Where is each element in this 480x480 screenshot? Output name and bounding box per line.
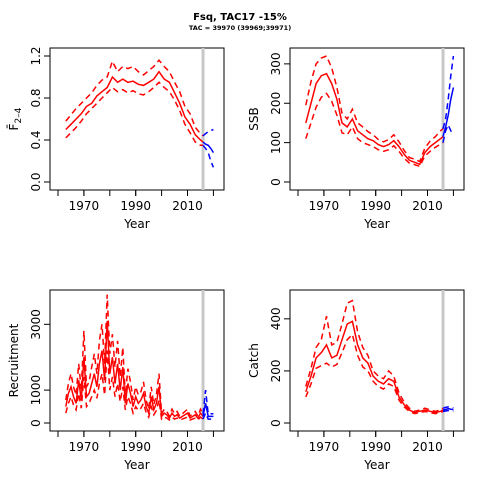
fbar-y-tick-label: 0.0 <box>29 172 43 191</box>
catch-x-tick-label: 1970 <box>309 440 340 454</box>
fbar-x-axis-label: Year <box>123 217 149 231</box>
recruitment-y-tick-label: 1000 <box>29 375 43 406</box>
catch-y-axis-label: Catch <box>247 343 261 378</box>
ssb-historical-upper-line <box>305 55 444 163</box>
recruitment-projection-upper-line <box>202 390 214 415</box>
recruitment-x-tick-label: 2010 <box>172 440 203 454</box>
catch-y-tick-label: 0 <box>269 419 283 427</box>
ssb-y-axis-label-main: SSB <box>247 107 261 130</box>
catch-x-axis-label: Year <box>363 458 389 472</box>
catch-y-tick-label: 400 <box>269 307 283 330</box>
recruitment-x-tick-label: 1970 <box>69 440 100 454</box>
fbar-historical-lower-line <box>65 81 203 147</box>
fbar-x-tick-label: 1990 <box>120 199 151 213</box>
catch-x-tick-label: 2010 <box>412 440 443 454</box>
recruitment-historical-median-line <box>65 320 204 420</box>
fbar-y-tick-label: 1.2 <box>29 46 43 65</box>
ssb-historical-median-line <box>305 72 444 166</box>
catch-historical-median-line <box>305 320 444 414</box>
ssb-projection-upper-line <box>442 55 455 129</box>
panel-catch: 1970 1990 2010 0 200 400 Year Catch <box>247 289 465 472</box>
fbar-historical-upper-line <box>65 59 204 137</box>
catch-projection-upper-line <box>442 406 454 409</box>
catch-x-tick-label: 1990 <box>360 440 391 454</box>
catch-projection-median-line <box>442 407 454 411</box>
ssb-x-tick-label: 2010 <box>412 199 443 213</box>
ssb-y-tick-label: 100 <box>269 131 283 154</box>
catch-historical-lower-line <box>305 333 444 415</box>
ssb-plot-frame <box>289 47 465 191</box>
catch-historical-upper-line <box>305 299 444 413</box>
fbar-x-tick-label: 2010 <box>172 199 203 213</box>
recruitment-x-tick-label: 1990 <box>120 440 151 454</box>
recruitment-plot-frame <box>49 289 225 432</box>
panel-recruitment: 1970 1990 2010 0 1000 3000 Year Recruitment <box>7 289 225 472</box>
fbar-y-axis-label: F̄2–4 <box>7 107 24 130</box>
fbar-y-axis-label-main: F̄ <box>7 123 21 130</box>
fbar-y-tick-label: 0.8 <box>29 88 43 107</box>
recruitment-x-axis-label: Year <box>123 458 149 472</box>
recruitment-projection-lower-line <box>202 411 214 420</box>
ssb-projection-lower-line <box>442 123 455 143</box>
recruitment-y-axis-label-main: Recruitment <box>7 323 21 397</box>
ssb-y-axis-label: SSB <box>247 107 261 130</box>
fbar-y-axis-label-sub: 2–4 <box>14 107 24 123</box>
panel-ssb: 1970 1990 2010 0 100 200 300 Year SSB <box>247 47 465 231</box>
ssb-y-tick-label: 300 <box>269 52 283 75</box>
fbar-x-tick-label: 1970 <box>69 199 100 213</box>
panel-fbar: 1970 1990 2010 0.0 0.4 0.8 1.2 Year F̄2–4 <box>7 46 225 231</box>
figure-subtitle: TAC = 39970 (39969;39971) <box>189 24 291 32</box>
ssb-y-tick-label: 200 <box>269 92 283 115</box>
chart-panels: 1970 1990 2010 0.0 0.4 0.8 1.2 Year F̄2–4 1970 199… <box>7 46 465 472</box>
recruitment-historical-upper-line <box>65 294 204 418</box>
recruitment-y-tick-label: 3000 <box>29 309 43 340</box>
recruitment-y-tick-label: 0 <box>29 419 43 427</box>
figure-title: Fsq, TAC17 -15% <box>193 12 287 23</box>
catch-projection-lower-line <box>442 409 454 413</box>
fbar-y-tick-label: 0.4 <box>29 130 43 149</box>
fbar-projection-lower-line <box>202 144 215 168</box>
ssb-x-tick-label: 1970 <box>309 199 340 213</box>
fbar-projection-upper-line <box>202 128 214 137</box>
ssb-historical-lower-line <box>305 92 444 168</box>
catch-y-tick-label: 200 <box>269 359 283 382</box>
ssb-x-tick-label: 1990 <box>360 199 391 213</box>
fbar-projection-median-line <box>202 141 215 153</box>
fbar-plot-frame <box>49 47 225 191</box>
recruitment-projection-median-line <box>202 403 214 418</box>
catch-y-axis-label-main: Catch <box>247 343 261 378</box>
ssb-projection-median-line <box>442 87 455 137</box>
catch-plot-frame <box>289 289 465 432</box>
fbar-historical-median-line <box>65 70 204 143</box>
ssb-y-tick-label: 0 <box>269 178 283 186</box>
ssb-x-axis-label: Year <box>363 217 389 231</box>
recruitment-y-axis-label: Recruitment <box>7 323 21 397</box>
